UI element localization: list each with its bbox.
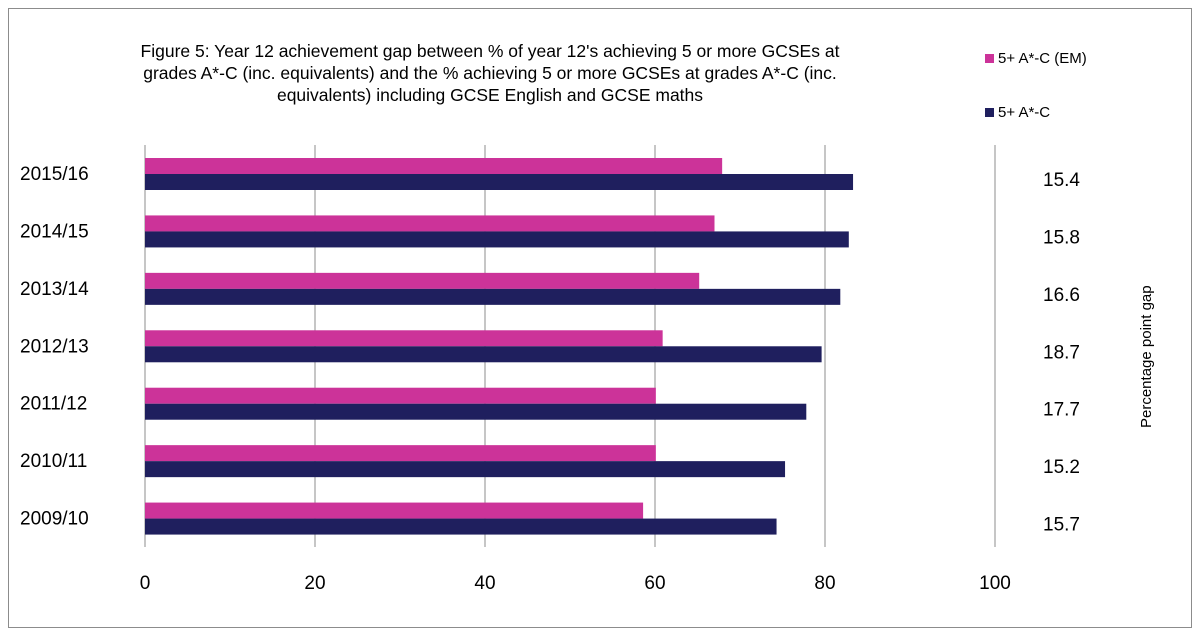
bar-all-1: [145, 231, 849, 248]
bar-all-4: [145, 403, 807, 420]
x-tick-label-4: 80: [814, 573, 835, 594]
x-tick-label-2: 40: [474, 573, 495, 594]
x-tick-label-3: 60: [644, 573, 665, 594]
bar-em-2: [145, 272, 700, 289]
gap-value-label-5: 15.2: [1043, 457, 1080, 478]
x-tick-label-0: 0: [140, 573, 151, 594]
gap-value-label-4: 17.7: [1043, 400, 1080, 421]
gap-value-label-1: 15.8: [1043, 227, 1080, 248]
legend-swatch-all: [985, 108, 994, 117]
bar-em-0: [145, 158, 723, 174]
category-label-4: 2011/12: [20, 394, 87, 415]
secondary-axis-label: Percentage point gap: [1138, 285, 1155, 428]
category-label-0: 2015/16: [20, 164, 89, 185]
bar-em-3: [145, 330, 663, 347]
bar-em-1: [145, 215, 715, 232]
legend-item-em: 5+ A*-C (EM): [985, 50, 1087, 67]
category-label-1: 2014/15: [20, 221, 89, 242]
bar-all-6: [145, 518, 777, 535]
x-tick-label-1: 20: [304, 573, 325, 594]
category-label-3: 2012/13: [20, 336, 89, 357]
bar-em-5: [145, 445, 656, 462]
x-tick-label-5: 100: [979, 573, 1011, 594]
bar-all-2: [145, 288, 841, 305]
legend-item-all: 5+ A*-C: [985, 104, 1050, 121]
chart-title: Figure 5: Year 12 achievement gap betwee…: [20, 40, 960, 106]
category-label-5: 2010/11: [20, 451, 87, 472]
gap-value-label-0: 15.4: [1043, 170, 1080, 191]
legend-label-all: 5+ A*-C: [998, 104, 1051, 121]
legend-swatch-em: [985, 54, 994, 63]
gap-value-label-6: 15.7: [1043, 515, 1080, 536]
category-label-6: 2009/10: [20, 509, 89, 530]
chart-title-line-2: grades A*-C (inc. equivalents) and the %…: [143, 63, 837, 83]
bar-chart: 0 20 40 60 80 100 2015/16 15.4 2014/15 15.8 2013/1…: [20, 145, 1080, 594]
bar-all-3: [145, 346, 822, 363]
gap-value-label-3: 18.7: [1043, 342, 1080, 363]
category-label-2: 2013/14: [20, 279, 89, 300]
chart-title-line-3: equivalents) including GCSE English and …: [276, 85, 704, 105]
bar-all-0: [145, 174, 854, 190]
bar-all-5: [145, 461, 786, 478]
legend-label-em: 5+ A*-C (EM): [998, 50, 1087, 67]
bar-em-4: [145, 387, 656, 404]
bar-em-6: [145, 502, 644, 519]
gap-value-label-2: 16.6: [1043, 285, 1080, 306]
chart-title-line-1: Figure 5: Year 12 achievement gap betwee…: [140, 41, 840, 61]
